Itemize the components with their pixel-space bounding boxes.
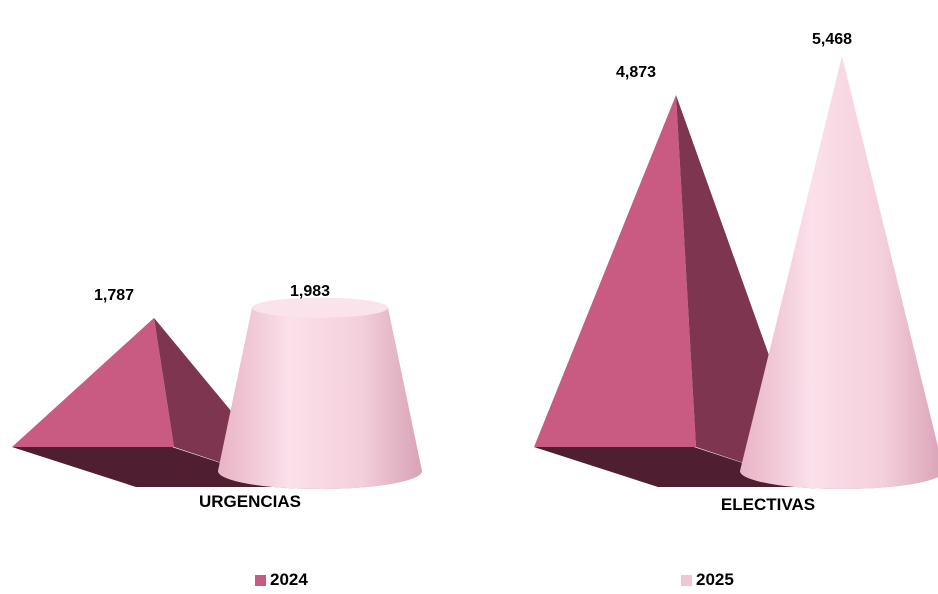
category-label-urgencias: URGENCIAS bbox=[199, 492, 301, 511]
legend-label-2024: 2024 bbox=[270, 570, 308, 589]
category-label-electivas: ELECTIVAS bbox=[721, 495, 815, 514]
legend-item-2024: 2024 bbox=[255, 570, 308, 590]
legend-item-2025: 2025 bbox=[681, 570, 734, 590]
bar-2025-urgencias bbox=[218, 297, 422, 489]
legend-swatch-2025 bbox=[681, 574, 692, 586]
bar-2025-electivas bbox=[740, 56, 938, 489]
value-label-2025-electivas: 5,468 bbox=[812, 31, 852, 48]
legend-swatch-2024 bbox=[255, 574, 266, 586]
value-label-2024-electivas: 4,873 bbox=[616, 64, 656, 81]
value-label-2024-urgencias: 1,787 bbox=[94, 287, 134, 304]
value-label-2025-urgencias: 1,983 bbox=[290, 283, 330, 300]
legend-label-2025: 2025 bbox=[696, 570, 734, 589]
